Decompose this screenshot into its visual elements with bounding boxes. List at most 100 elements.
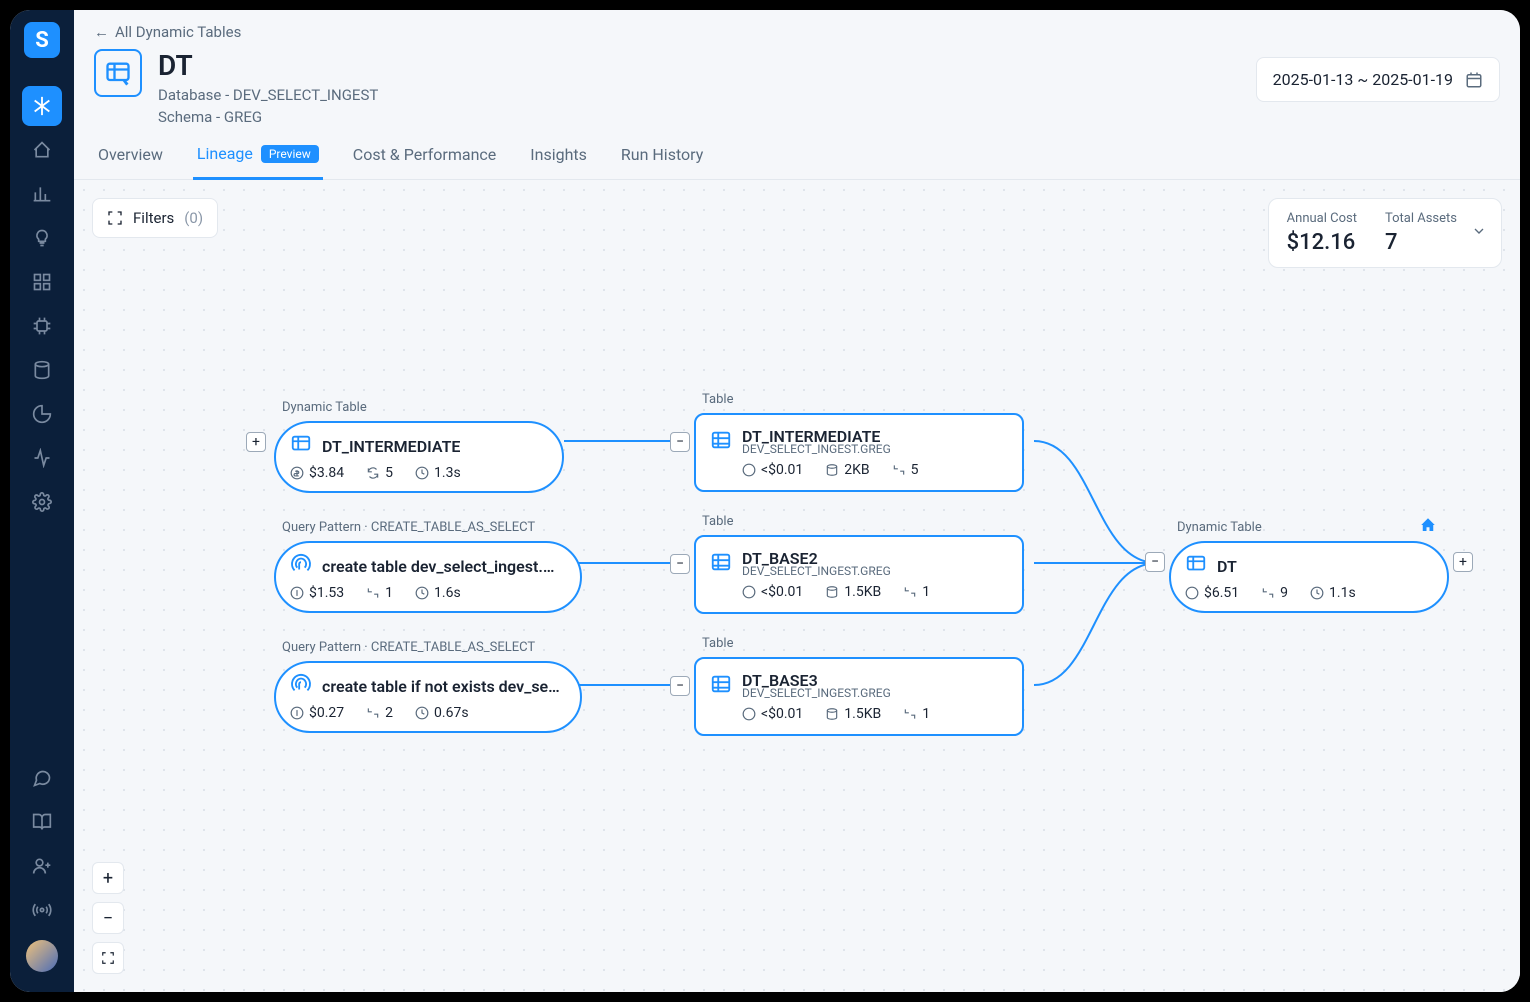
tabs: Overview Lineage Preview Cost & Performa… [74,126,1520,180]
refresh-icon [366,466,380,480]
tab-lineage[interactable]: Lineage Preview [193,144,323,180]
total-assets-value: 7 [1385,230,1457,255]
dollar-icon [1185,586,1199,600]
group-label-table-3: Table [694,636,1024,651]
nav-analytics-icon[interactable] [22,174,62,214]
expand-right-btn-final[interactable]: + [1453,552,1473,572]
group-label-table-1: Table [694,392,1024,407]
home-icon [1419,516,1437,538]
collapse-btn-final-left[interactable]: − [1145,552,1165,572]
clock-icon [415,466,429,480]
refresh-icon [366,586,380,600]
node-sub: DEV_SELECT_INGEST.GREG [742,686,891,700]
group-label-qp2: Query Pattern · CREATE_TABLE_AS_SELECT [274,640,582,655]
node-qp1[interactable]: create table dev_select_ingest.gr... $1.… [274,541,582,613]
zoom-controls: + − [92,862,124,974]
node-t-base3[interactable]: DT_BASE3 DEV_SELECT_INGEST.GREG <$0.01 1… [694,657,1024,736]
breadcrumb-back[interactable]: ← All Dynamic Tables [94,23,241,41]
nav-chat-icon[interactable] [22,758,62,798]
logo[interactable]: S [24,22,60,58]
node-t-base2[interactable]: DT_BASE2 DEV_SELECT_INGEST.GREG <$0.01 1… [694,535,1024,614]
zoom-out-button[interactable]: − [92,902,124,934]
collapse-btn-t2[interactable]: − [670,554,690,574]
node-t-intermediate[interactable]: DT_INTERMEDIATE DEV_SELECT_INGEST.GREG <… [694,413,1024,492]
dollar-icon [290,466,304,480]
tab-overview[interactable]: Overview [94,144,167,179]
node-sub: DEV_SELECT_INGEST.GREG [742,442,891,456]
fullscreen-button[interactable] [92,942,124,974]
clock-icon [415,586,429,600]
tab-lineage-label: Lineage [197,144,253,163]
table-icon [710,673,732,699]
collapse-btn-t3[interactable]: − [670,676,690,696]
node-dt-intermediate-pill[interactable]: DT_INTERMEDIATE $3.84 5 1.3s [274,421,564,493]
dollar-icon [742,585,756,599]
nav-user-add-icon[interactable] [22,846,62,886]
group-label-table-2: Table [694,514,1024,529]
zoom-in-button[interactable]: + [92,862,124,894]
preview-badge: Preview [261,145,319,163]
dollar-icon [742,463,756,477]
node-name: DT_INTERMEDIATE [322,437,460,456]
nav-home-icon[interactable] [22,130,62,170]
fingerprint-icon [290,553,312,579]
nav-lightbulb-icon[interactable] [22,218,62,258]
node-name: create table if not exists dev_sele... [322,677,562,696]
collapse-icon [107,210,123,226]
filters-label: Filters [133,209,174,227]
schema-line: Schema - GREG [158,108,378,126]
storage-icon [825,585,839,599]
group-label-dyn-table: Dynamic Table [274,400,564,415]
refresh-icon [903,585,917,599]
lineage-canvas[interactable]: Filters (0) Annual Cost $12.16 Total Ass… [74,180,1520,992]
stats-card[interactable]: Annual Cost $12.16 Total Assets 7 [1268,198,1502,268]
tab-run-history[interactable]: Run History [617,144,707,179]
tab-cost[interactable]: Cost & Performance [349,144,500,179]
dynamic-table-icon [94,49,142,97]
node-sub: DEV_SELECT_INGEST.GREG [742,564,891,578]
refresh-icon [892,463,906,477]
calendar-icon [1465,71,1483,89]
filters-button[interactable]: Filters (0) [92,198,218,238]
refresh-icon [903,707,917,721]
tab-insights[interactable]: Insights [526,144,591,179]
group-label-qp1: Query Pattern · CREATE_TABLE_AS_SELECT [274,520,582,535]
expand-left-btn-1[interactable]: + [246,432,266,452]
database-line: Database - DEV_SELECT_INGEST [158,86,378,104]
dynamic-table-icon [1185,553,1207,579]
user-avatar[interactable] [26,940,58,972]
breadcrumb-label: All Dynamic Tables [115,23,241,41]
nav-pie-icon[interactable] [22,394,62,434]
clock-icon [1310,586,1324,600]
node-qp2[interactable]: create table if not exists dev_sele... $… [274,661,582,733]
dynamic-table-icon [290,433,312,459]
collapse-btn-t1[interactable]: − [670,432,690,452]
table-icon [710,429,732,455]
node-dt-final[interactable]: DT $6.51 9 1.1s [1169,541,1449,613]
nav-database-icon[interactable] [22,350,62,390]
group-label-dyn-table-final: Dynamic Table [1169,520,1449,535]
chevron-down-icon [1471,223,1487,243]
nav-cpu-icon[interactable] [22,306,62,346]
refresh-icon [1261,586,1275,600]
date-range-text: 2025-01-13 ~ 2025-01-19 [1273,70,1453,89]
node-name: create table dev_select_ingest.gr... [322,557,562,576]
nav-settings-icon[interactable] [22,482,62,522]
date-range-picker[interactable]: 2025-01-13 ~ 2025-01-19 [1256,57,1500,102]
storage-icon [825,463,839,477]
filters-count: (0) [184,209,203,227]
total-assets-label: Total Assets [1385,211,1457,226]
nav-activity-icon[interactable] [22,438,62,478]
nav-broadcast-icon[interactable] [22,890,62,930]
annual-cost-label: Annual Cost [1287,211,1357,226]
table-icon [710,551,732,577]
storage-icon [825,707,839,721]
node-name: DT [1217,557,1237,576]
dollar-icon [290,706,304,720]
nav-snowflake-icon[interactable] [22,86,62,126]
nav-book-icon[interactable] [22,802,62,842]
sidebar: S [10,10,74,992]
fingerprint-icon [290,673,312,699]
nav-grid-icon[interactable] [22,262,62,302]
dollar-icon [742,707,756,721]
